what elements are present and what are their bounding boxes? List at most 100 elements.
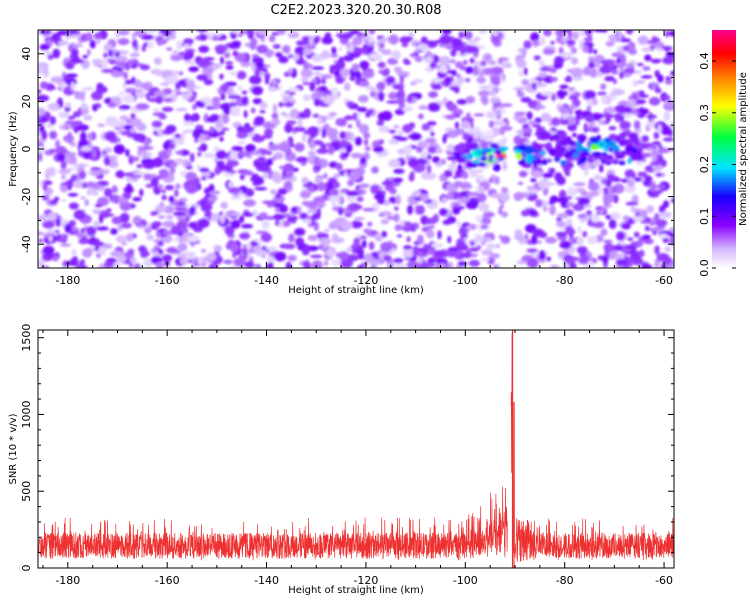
heatmap-cell bbox=[447, 131, 459, 138]
heatmap-cell bbox=[124, 62, 131, 71]
heatmap-feature-cell bbox=[555, 149, 564, 158]
heatmap-cell bbox=[119, 212, 130, 223]
heatmap-cell bbox=[563, 90, 568, 96]
heatmap-cell bbox=[214, 158, 219, 162]
heatmap-feature-cell bbox=[452, 151, 462, 157]
heatmap-cell bbox=[155, 95, 164, 104]
heatmap-cell bbox=[640, 75, 653, 79]
heatmap-cell bbox=[250, 177, 258, 182]
heatmap-cell bbox=[87, 132, 92, 141]
heatmap-cell bbox=[546, 256, 552, 262]
heatmap-cell bbox=[609, 35, 618, 43]
heatmap-cell bbox=[603, 120, 610, 124]
heatmap-cell bbox=[283, 214, 291, 218]
heatmap-cell bbox=[297, 206, 302, 215]
heatmap-cell bbox=[93, 32, 103, 40]
heatmap-cell bbox=[330, 53, 339, 58]
heatmap-cell bbox=[610, 212, 621, 220]
heatmap-cell bbox=[477, 193, 487, 203]
heatmap-cell bbox=[638, 249, 645, 258]
heatmap-cell bbox=[188, 221, 198, 229]
heatmap-cell bbox=[106, 208, 112, 213]
heatmap-cell bbox=[459, 253, 472, 258]
heatmap-cell bbox=[165, 75, 179, 85]
heatmap-trail-cell bbox=[577, 160, 582, 166]
heatmap-cell bbox=[370, 184, 379, 195]
heatmap-trail-cell bbox=[488, 154, 495, 159]
heatmap-cell bbox=[588, 61, 595, 69]
heatmap-cell bbox=[458, 226, 468, 236]
heatmap-cell bbox=[189, 152, 195, 163]
heatmap-cell bbox=[636, 99, 646, 105]
heatmap-cell bbox=[313, 156, 321, 167]
heatmap-cell bbox=[229, 242, 240, 253]
y-tick-label: -20 bbox=[20, 188, 33, 206]
heatmap-cell bbox=[440, 158, 446, 165]
heatmap-cell bbox=[526, 248, 538, 253]
heatmap-cell bbox=[363, 132, 371, 139]
heatmap-cell bbox=[319, 237, 332, 245]
heatmap-cell bbox=[322, 94, 335, 105]
heatmap-cell bbox=[82, 248, 93, 258]
heatmap-cell bbox=[119, 115, 129, 121]
heatmap-cell bbox=[192, 203, 202, 208]
heatmap-trail-cell bbox=[613, 149, 621, 153]
heatmap-cell bbox=[38, 214, 45, 222]
heatmap-cell bbox=[97, 169, 106, 175]
heatmap-cell bbox=[339, 68, 351, 77]
heatmap-cell bbox=[71, 43, 83, 48]
heatmap-trail-cell bbox=[542, 159, 548, 166]
heatmap-cell bbox=[476, 76, 487, 84]
heatmap-cell bbox=[531, 82, 537, 91]
heatmap-cell bbox=[280, 93, 290, 97]
snr-series-line bbox=[38, 330, 674, 562]
heatmap-cell bbox=[430, 216, 438, 224]
heatmap-cell bbox=[147, 41, 154, 49]
heatmap-cell bbox=[478, 202, 490, 212]
heatmap-trail-cell bbox=[627, 158, 632, 164]
heatmap-cell bbox=[329, 135, 339, 142]
heatmap-cell bbox=[286, 120, 297, 125]
heatmap-cell bbox=[153, 57, 162, 65]
heatmap-cell bbox=[498, 207, 503, 216]
heatmap-cell bbox=[448, 163, 457, 172]
heatmap-cell bbox=[79, 131, 87, 142]
heatmap-cell bbox=[352, 112, 358, 121]
heatmap-cell bbox=[129, 128, 137, 133]
heatmap-cell bbox=[488, 177, 494, 184]
heatmap-cell bbox=[152, 127, 162, 132]
heatmap-cell bbox=[309, 185, 315, 194]
heatmap-cell bbox=[579, 254, 590, 265]
heatmap-cell bbox=[239, 215, 245, 224]
heatmap-cell bbox=[349, 75, 356, 82]
heatmap-cell bbox=[180, 197, 188, 203]
heatmap-cell bbox=[157, 184, 164, 189]
heatmap-cell bbox=[475, 235, 485, 243]
heatmap-cell bbox=[583, 66, 591, 76]
heatmap-cell bbox=[359, 60, 370, 70]
heatmap-cell bbox=[630, 252, 640, 261]
heatmap-cell bbox=[175, 107, 188, 112]
heatmap-cell bbox=[95, 38, 101, 44]
heatmap-cell bbox=[39, 30, 52, 35]
heatmap-cell bbox=[117, 30, 130, 36]
heatmap-cell bbox=[145, 30, 158, 34]
heatmap-cell bbox=[555, 231, 568, 237]
heatmap-cell bbox=[464, 30, 473, 40]
heatmap-feature-cell bbox=[628, 139, 634, 145]
heatmap-cell bbox=[425, 157, 431, 166]
heatmap-cell bbox=[169, 165, 176, 175]
heatmap-cell bbox=[263, 123, 277, 130]
heatmap-cell bbox=[590, 213, 600, 223]
heatmap-cell bbox=[79, 170, 86, 180]
heatmap-cell bbox=[341, 152, 350, 157]
x-tick-label: -60 bbox=[655, 574, 673, 587]
heatmap-cell bbox=[402, 249, 414, 258]
heatmap-cell bbox=[654, 261, 660, 268]
heatmap-cell bbox=[664, 46, 671, 52]
heatmap-cell bbox=[665, 76, 672, 81]
heatmap-cell bbox=[110, 121, 121, 128]
heatmap-cell bbox=[227, 102, 238, 107]
heatmap-cell bbox=[177, 242, 188, 252]
heatmap-cell bbox=[431, 84, 443, 90]
